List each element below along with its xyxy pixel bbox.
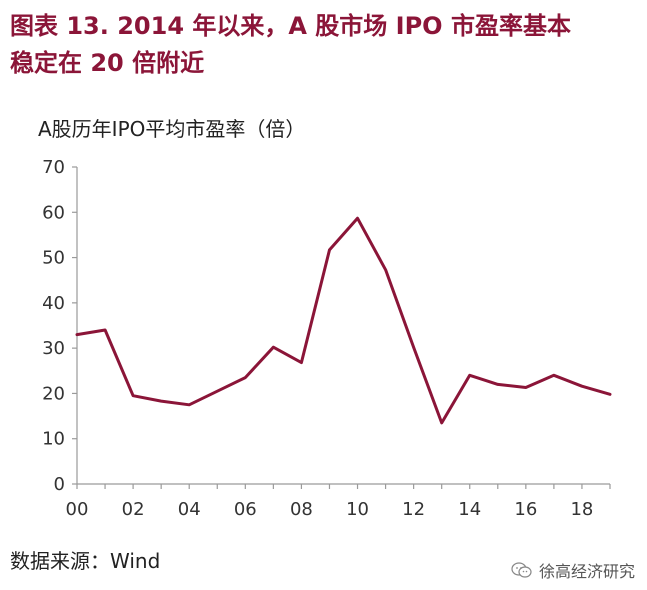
x-tick-label: 10	[346, 499, 369, 520]
y-tick-label: 50	[42, 248, 65, 269]
figure-title: 图表 13. 2014 年以来，A 股市场 IPO 市盈率基本 稳定在 20 倍…	[10, 8, 640, 82]
watermark-text: 徐高经济研究	[538, 562, 635, 581]
y-tick-label: 40	[42, 293, 65, 314]
chart-axes: 0 10 20 30 40 50 60 70 00 02 04 06 08 10 12 14 16 18	[42, 157, 611, 520]
figure-title-line-1: 图表 13. 2014 年以来，A 股市场 IPO 市盈率基本	[10, 12, 571, 40]
chart-title: A股历年IPO平均市盈率（倍）	[38, 117, 306, 141]
x-tick-label: 04	[178, 499, 201, 520]
x-tick-label: 08	[290, 499, 313, 520]
y-tick-label: 20	[42, 383, 65, 404]
y-tick-label: 30	[42, 338, 65, 359]
y-tick-label: 60	[42, 202, 65, 223]
x-tick-label: 18	[570, 499, 593, 520]
series-line	[75, 216, 612, 425]
y-tick-label: 10	[42, 429, 65, 450]
y-tick-label: 0	[54, 474, 65, 495]
x-tick-label: 06	[234, 499, 257, 520]
wechat-icon	[511, 562, 532, 578]
figure-title-line-2: 稳定在 20 倍附近	[10, 49, 205, 77]
chart-series	[75, 216, 612, 425]
x-tick-label: 16	[514, 499, 537, 520]
watermark: 徐高经济研究	[511, 558, 635, 582]
x-tick-label: 14	[458, 499, 481, 520]
x-tick-label: 02	[122, 499, 145, 520]
data-source-note: 数据来源：Wind	[10, 549, 161, 573]
y-tick-label: 70	[42, 157, 65, 178]
x-tick-label: 12	[402, 499, 425, 520]
x-tick-label: 00	[66, 499, 89, 520]
